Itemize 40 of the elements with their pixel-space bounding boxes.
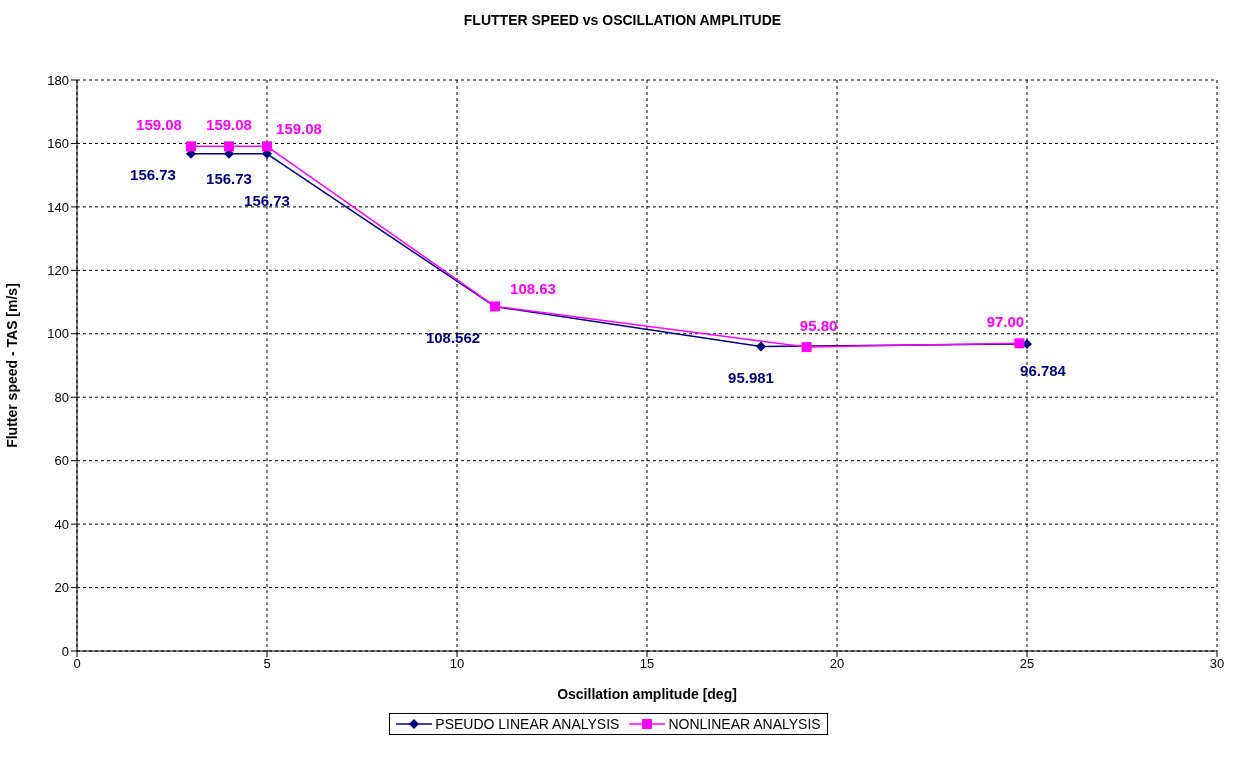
y-tick-label: 120 — [47, 262, 69, 278]
data-label: 95.981 — [728, 368, 774, 386]
y-tick-label: 140 — [47, 199, 69, 215]
data-label: 96.784 — [1020, 361, 1067, 379]
point — [262, 141, 272, 152]
y-tick-label: 180 — [47, 72, 69, 88]
point — [1014, 338, 1025, 349]
data-label: 159.08 — [276, 120, 322, 138]
x-axis-title: Oscillation amplitude [deg] — [557, 686, 737, 702]
x-tick-label: 30 — [1209, 656, 1225, 672]
x-tick-label: 0 — [73, 656, 81, 672]
y-tick-label: 100 — [47, 326, 69, 342]
data-label: 108.63 — [510, 280, 556, 298]
x-tick-label: 15 — [639, 656, 655, 672]
y-tick-label: 160 — [47, 136, 69, 152]
y-tick-label: 80 — [54, 389, 69, 405]
point — [186, 141, 196, 152]
y-tick-label: 40 — [54, 516, 69, 532]
data-label: 108.562 — [425, 328, 481, 346]
y-axis-title: Flutter speed - TAS [m/s] — [3, 283, 20, 448]
y-tick-label: 20 — [54, 580, 69, 596]
data-label: 95.80 — [799, 317, 838, 335]
legend-label: NONLINEAR ANALYSIS — [668, 716, 821, 732]
data-label: 156.73 — [130, 165, 176, 183]
data-label: 159.08 — [136, 116, 182, 134]
point — [756, 341, 766, 352]
x-tick-label: 5 — [263, 656, 271, 672]
chart-title: FLUTTER SPEED vs OSCILLATION AMPLITUDE — [462, 12, 783, 28]
x-tick-label: 20 — [829, 656, 845, 672]
y-tick-label: 60 — [54, 453, 69, 469]
data-label: 156.73 — [244, 191, 290, 209]
x-tick-label: 10 — [449, 656, 465, 672]
y-tick-label: 0 — [61, 643, 69, 659]
point — [224, 141, 234, 152]
legend-label: PSEUDO LINEAR ANALYSIS — [435, 716, 620, 732]
data-label: 97.00 — [986, 313, 1025, 331]
point — [801, 342, 812, 353]
data-label: 156.73 — [206, 169, 252, 187]
data-label: 159.08 — [206, 116, 252, 134]
x-tick-label: 25 — [1019, 656, 1035, 672]
